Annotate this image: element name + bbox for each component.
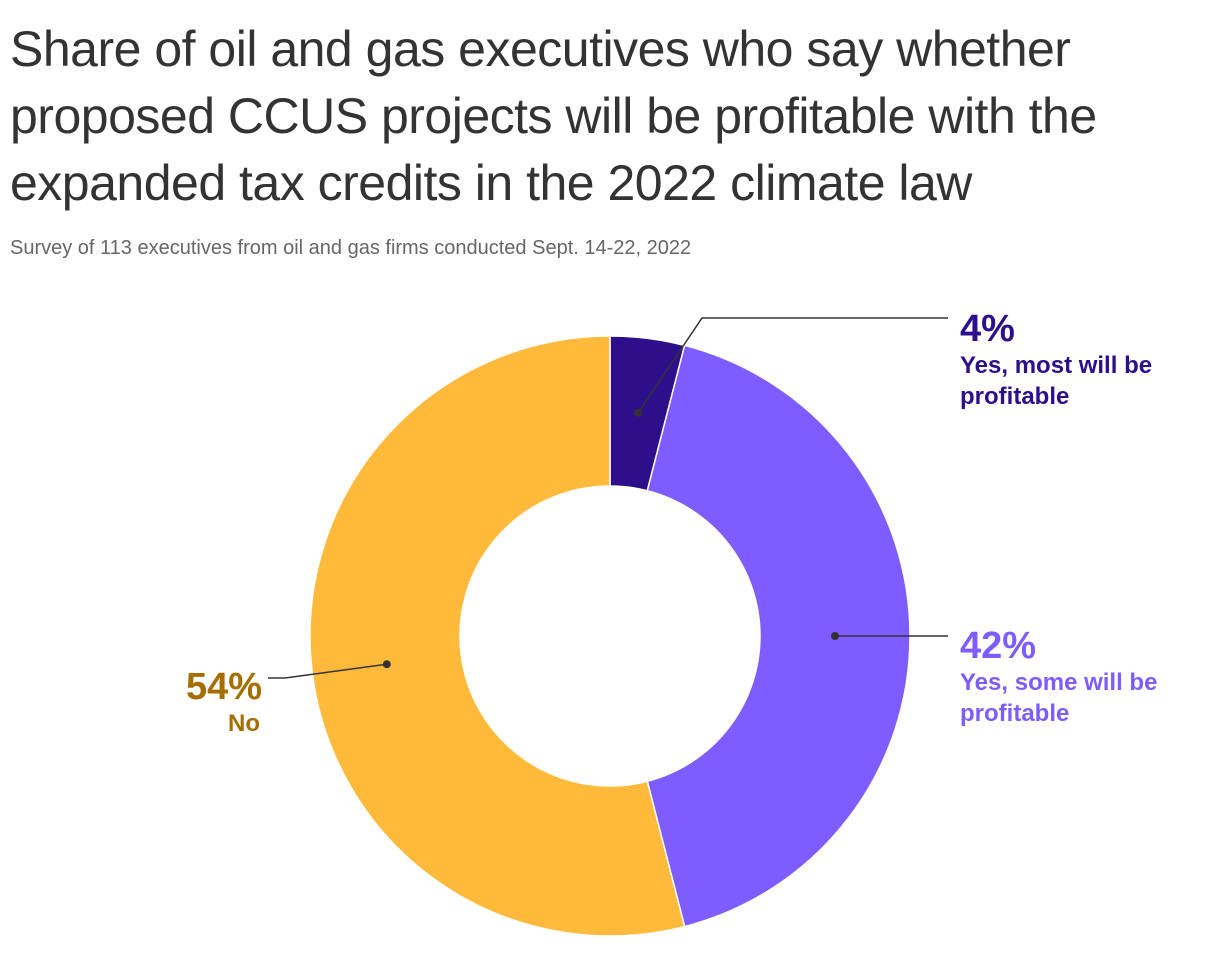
slice-category-label-most-line1: Yes, most will be <box>960 352 1152 379</box>
chart-title: Share of oil and gas executives who say … <box>10 21 1097 211</box>
slice-value-label-no: 54% <box>186 666 262 708</box>
leader-dot-no <box>382 660 391 669</box>
chart-subtitle: Survey of 113 executives from oil and ga… <box>10 237 692 259</box>
leader-line-most <box>637 317 948 414</box>
slice-category-label-no: No <box>228 710 260 737</box>
slice-some <box>646 344 911 928</box>
slice-category-label-most-line2: profitable <box>960 383 1069 410</box>
slice-category-label-some-line2: profitable <box>960 700 1069 727</box>
slice-value-label-most: 4% <box>960 308 1015 350</box>
slice-value-label-some: 42% <box>960 625 1036 667</box>
slice-no <box>309 335 686 937</box>
slice-category-label-some-line1: Yes, some will be <box>960 669 1157 696</box>
leader-line-no <box>268 663 387 679</box>
leader-dot-most <box>634 408 643 417</box>
leader-dot-some <box>831 632 839 640</box>
leader-lines-group <box>268 317 948 679</box>
slices-group <box>309 335 911 937</box>
